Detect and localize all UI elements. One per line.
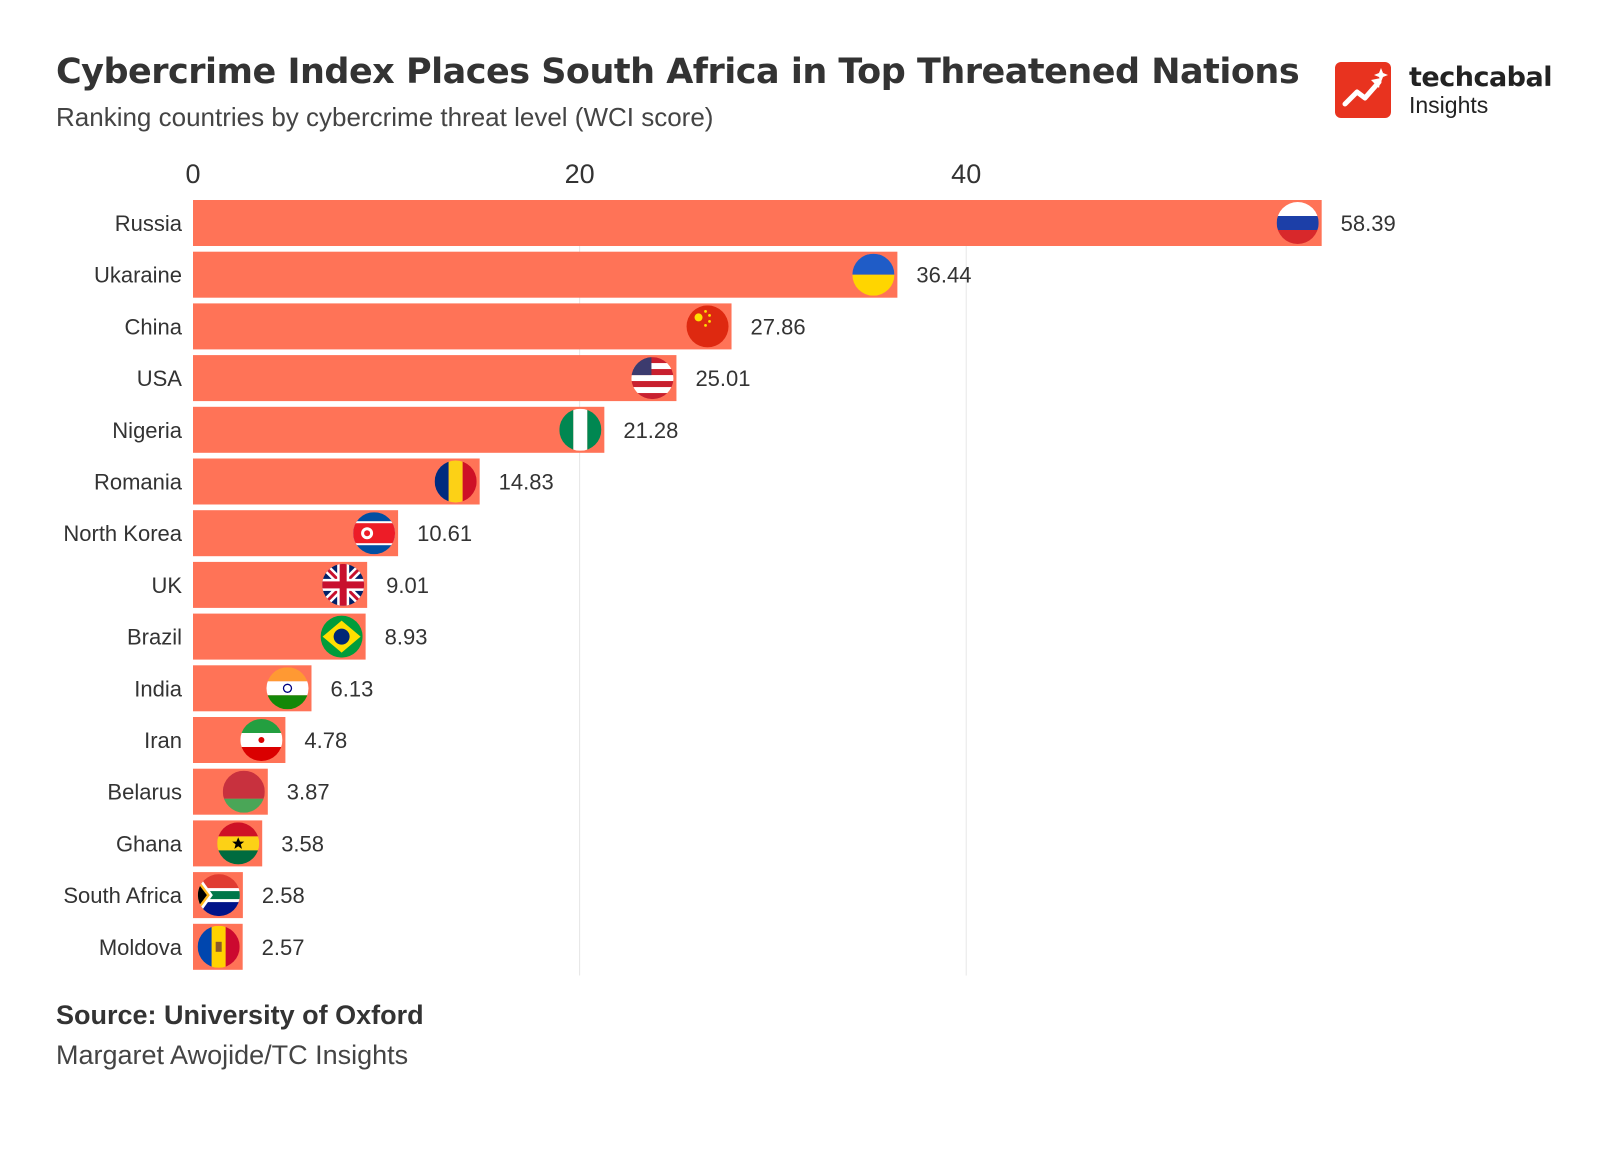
bar-row: North Korea 10.61: [63, 510, 472, 557]
category-label: Ukaraine: [94, 263, 182, 288]
uk-flag-icon: [322, 563, 365, 606]
x-tick-label: 0: [185, 159, 200, 189]
bar-row: Romania 14.83: [94, 458, 554, 505]
category-label: Romania: [94, 470, 183, 495]
north-korea-flag-icon: [353, 512, 396, 555]
category-label: Belarus: [107, 780, 182, 805]
value-label: 2.58: [262, 883, 305, 908]
bar-row: Brazil 8.93: [127, 613, 428, 660]
bar-row: South Africa 2.58: [63, 872, 305, 919]
ukraine-flag-icon: [852, 253, 895, 296]
chart-title: Cybercrime Index Places South Africa in …: [56, 52, 1300, 92]
bar: [193, 303, 732, 350]
x-axis: 0 20 40: [185, 159, 981, 189]
x-tick-label: 20: [565, 159, 595, 189]
bar: [193, 406, 605, 453]
india-flag-icon: [266, 667, 309, 710]
nigeria-flag-icon: [559, 408, 602, 451]
brazil-flag-icon: [320, 615, 363, 658]
bar: [193, 251, 898, 298]
chart-subtitle: Ranking countries by cybercrime threat l…: [56, 102, 714, 132]
bar-row: Nigeria 21.28: [112, 406, 678, 453]
bar-row: USA 25.01: [137, 355, 751, 402]
usa-flag-icon: [631, 357, 674, 400]
moldova-flag-icon: [197, 925, 240, 968]
bar: [193, 355, 677, 402]
bars: Russia 58.39 Ukaraine 36.44 China 27.86 USA 25.…: [63, 200, 1396, 970]
category-label: Moldova: [99, 935, 183, 960]
value-label: 58.39: [1341, 211, 1396, 236]
category-label: Iran: [144, 728, 182, 753]
techcabal-logo: techcabal Insights: [1335, 62, 1575, 122]
category-label: USA: [137, 366, 183, 391]
category-label: Russia: [115, 211, 183, 236]
value-label: 27.86: [751, 314, 806, 339]
bar-row: Russia 58.39: [115, 200, 1396, 246]
bar-row: China 27.86: [125, 303, 806, 350]
category-label: Nigeria: [112, 418, 182, 443]
trend-arrow-icon: [1335, 62, 1391, 118]
value-label: 3.58: [281, 831, 324, 856]
belarus-flag-icon: [222, 770, 265, 813]
value-label: 2.57: [262, 935, 305, 960]
south-africa-flag-icon: [197, 874, 240, 917]
category-label: India: [134, 676, 182, 701]
bar-row: UK 9.01: [151, 561, 429, 608]
value-label: 21.28: [623, 418, 678, 443]
category-label: North Korea: [63, 521, 182, 546]
bar-row: Belarus 3.87: [107, 768, 330, 815]
china-flag-icon: [686, 305, 729, 348]
value-label: 9.01: [386, 573, 429, 598]
x-tick-label: 40: [951, 159, 981, 189]
source-note: Source: University of Oxford: [56, 1000, 424, 1030]
value-label: 25.01: [695, 366, 750, 391]
value-label: 8.93: [385, 625, 428, 650]
category-label: South Africa: [63, 883, 182, 908]
iran-flag-icon: [240, 719, 283, 761]
category-label: UK: [151, 573, 182, 598]
category-label: China: [125, 314, 183, 339]
bar: [193, 200, 1322, 246]
bar-row: Ukaraine 36.44: [94, 251, 971, 298]
bar-row: Ghana 3.58: [116, 820, 324, 867]
category-label: Brazil: [127, 625, 182, 650]
value-label: 4.78: [304, 728, 347, 753]
ghana-flag-icon: [217, 822, 260, 865]
value-label: 36.44: [916, 263, 971, 288]
logo-subtext: Insights: [1409, 92, 1489, 118]
category-label: Ghana: [116, 831, 183, 856]
bar: [193, 458, 480, 505]
value-label: 6.13: [330, 676, 373, 701]
value-label: 10.61: [417, 521, 472, 546]
credit-note: Margaret Awojide/TC Insights: [56, 1040, 409, 1070]
value-label: 14.83: [499, 470, 554, 495]
value-label: 3.87: [287, 780, 330, 805]
romania-flag-icon: [434, 460, 477, 503]
bar-chart: 0 20 40 Russia 58.39 Ukaraine 36.44 China 27.86…: [63, 159, 1396, 976]
bar-row: Iran 4.78: [144, 717, 347, 763]
bar-row: Moldova 2.57: [99, 923, 305, 970]
logo-wordmark: techcabal: [1409, 62, 1552, 93]
bar-row: India 6.13: [134, 665, 373, 712]
russia-flag-icon: [1276, 202, 1319, 244]
